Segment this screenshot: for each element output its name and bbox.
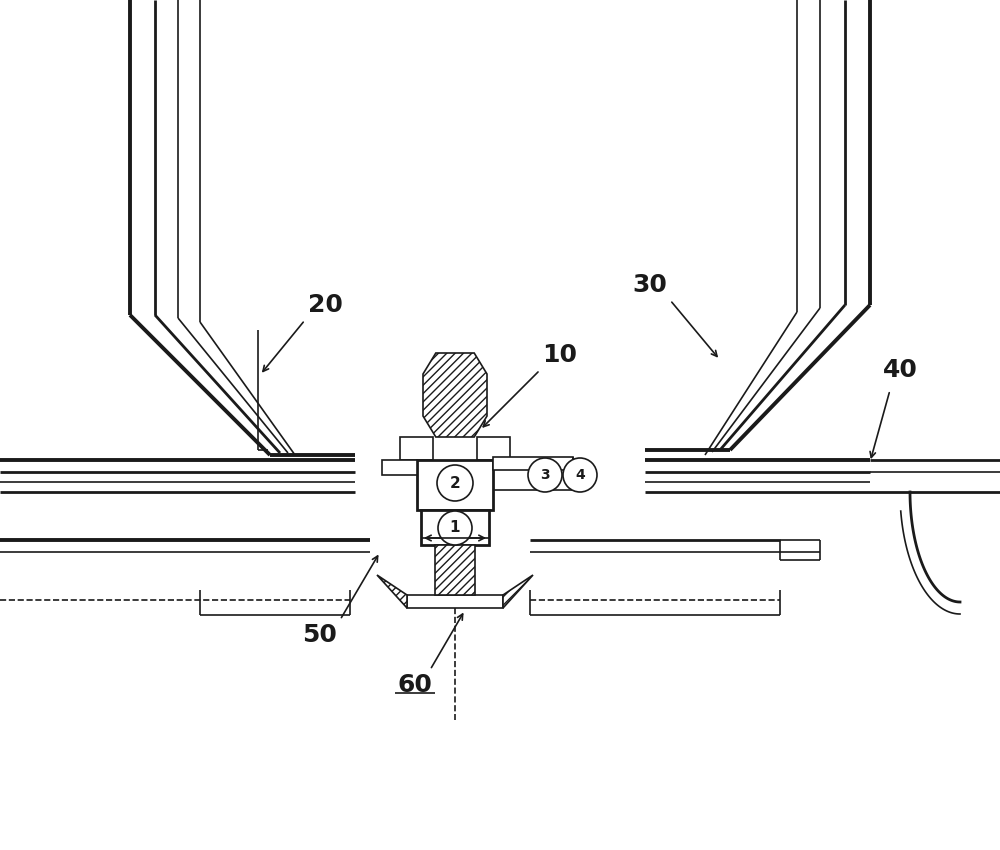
Text: 30: 30: [633, 273, 667, 297]
Polygon shape: [503, 575, 533, 608]
Polygon shape: [417, 460, 493, 510]
Text: 40: 40: [883, 358, 917, 382]
Text: 60: 60: [398, 673, 432, 697]
Text: 1: 1: [450, 520, 460, 536]
Text: 20: 20: [308, 293, 342, 317]
Polygon shape: [493, 457, 573, 470]
Text: 4: 4: [575, 468, 585, 482]
Circle shape: [563, 458, 597, 492]
Polygon shape: [407, 595, 503, 608]
Circle shape: [438, 511, 472, 545]
Text: 2: 2: [450, 475, 460, 490]
Polygon shape: [377, 575, 407, 608]
Circle shape: [437, 465, 473, 501]
Circle shape: [528, 458, 562, 492]
Polygon shape: [423, 353, 487, 437]
Text: 3: 3: [540, 468, 550, 482]
Polygon shape: [477, 437, 510, 460]
Polygon shape: [400, 437, 433, 460]
Polygon shape: [435, 545, 475, 595]
Text: 50: 50: [303, 623, 337, 647]
Text: 10: 10: [542, 343, 578, 367]
Polygon shape: [382, 460, 417, 475]
Polygon shape: [421, 510, 489, 545]
